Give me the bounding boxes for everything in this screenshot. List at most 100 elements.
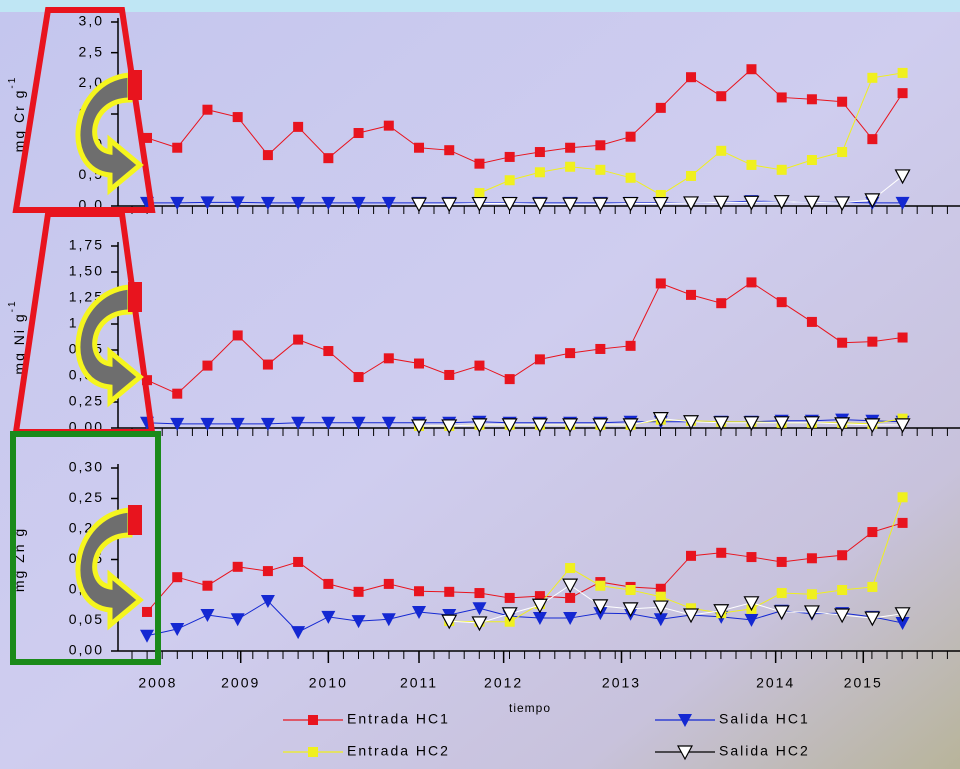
- marker: [505, 374, 515, 384]
- marker: [898, 88, 908, 98]
- marker: [474, 361, 484, 371]
- marker: [354, 372, 364, 382]
- marker: [444, 370, 454, 380]
- marker: [898, 518, 908, 528]
- marker: [233, 330, 243, 340]
- marker: [535, 167, 545, 177]
- marker: [233, 562, 243, 572]
- marker: [807, 317, 817, 327]
- marker: [142, 607, 152, 617]
- y-tick-label: 0,25: [69, 489, 104, 505]
- y-tick-label: 0,25: [69, 393, 104, 409]
- marker: [807, 589, 817, 599]
- y-tick-label: 3,0: [79, 13, 104, 29]
- marker: [202, 581, 212, 591]
- marker: [595, 581, 605, 591]
- marker: [323, 153, 333, 163]
- marker: [535, 354, 545, 364]
- x-tick-label: 2012: [484, 675, 523, 691]
- marker: [172, 389, 182, 399]
- x-tick-label: 2008: [138, 675, 177, 691]
- marker: [474, 159, 484, 169]
- chart: 0,00,51,01,52,02,53,0mg Cr g-10,000,250,…: [0, 0, 960, 769]
- marker: [414, 359, 424, 369]
- marker: [293, 557, 303, 567]
- marker: [746, 277, 756, 287]
- y-tick-label: 0,00: [69, 642, 104, 658]
- marker: [807, 94, 817, 104]
- marker: [565, 143, 575, 153]
- marker: [837, 97, 847, 107]
- marker: [505, 593, 515, 603]
- marker: [716, 298, 726, 308]
- marker: [263, 150, 273, 160]
- marker: [565, 162, 575, 172]
- marker: [565, 593, 575, 603]
- marker: [384, 353, 394, 363]
- marker: [777, 297, 787, 307]
- marker: [263, 360, 273, 370]
- y-axis-label-sup: -1: [7, 76, 18, 89]
- marker: [535, 147, 545, 157]
- marker: [837, 550, 847, 560]
- y-tick-label: 0,30: [69, 459, 104, 475]
- marker: [384, 579, 394, 589]
- marker: [686, 290, 696, 300]
- marker: [746, 160, 756, 170]
- marker: [565, 348, 575, 358]
- marker: [565, 563, 575, 573]
- marker: [867, 337, 877, 347]
- marker: [293, 335, 303, 345]
- arrow-tab: [128, 505, 142, 535]
- marker: [626, 173, 636, 183]
- x-tick-label: 2011: [400, 675, 438, 691]
- x-tick-label: 2015: [844, 675, 883, 691]
- marker: [686, 72, 696, 82]
- marker: [354, 128, 364, 138]
- marker: [414, 586, 424, 596]
- marker: [172, 572, 182, 582]
- marker: [505, 175, 515, 185]
- marker: [716, 146, 726, 156]
- y-tick-label: 1,75: [69, 237, 104, 253]
- marker: [837, 338, 847, 348]
- marker: [867, 134, 877, 144]
- marker: [293, 122, 303, 132]
- x-axis-label: tiempo: [509, 701, 551, 715]
- marker: [716, 91, 726, 101]
- y-tick-label: 2,5: [79, 43, 104, 59]
- marker: [656, 278, 666, 288]
- marker: [444, 145, 454, 155]
- marker: [867, 582, 877, 592]
- marker: [686, 551, 696, 561]
- marker: [595, 140, 605, 150]
- top-strip: [0, 0, 960, 12]
- marker: [686, 171, 696, 181]
- legend-label: Salida HC1: [719, 711, 810, 727]
- marker: [777, 165, 787, 175]
- marker: [414, 143, 424, 153]
- marker: [746, 64, 756, 74]
- marker: [474, 588, 484, 598]
- legend-label: Entrada HC2: [347, 743, 450, 759]
- marker: [898, 68, 908, 78]
- arrow-tab: [128, 70, 142, 100]
- marker: [172, 143, 182, 153]
- marker: [595, 344, 605, 354]
- y-tick-label: 0,05: [69, 611, 104, 627]
- marker: [505, 152, 515, 162]
- marker: [202, 361, 212, 371]
- marker: [323, 579, 333, 589]
- marker: [867, 73, 877, 83]
- marker: [354, 587, 364, 597]
- marker: [898, 333, 908, 343]
- arrow-tab: [128, 282, 142, 312]
- marker: [746, 552, 756, 562]
- marker: [626, 132, 636, 142]
- x-tick-label: 2009: [221, 675, 260, 691]
- marker: [384, 121, 394, 131]
- x-tick-label: 2010: [309, 675, 348, 691]
- marker: [777, 92, 787, 102]
- marker: [777, 557, 787, 567]
- marker: [308, 747, 318, 757]
